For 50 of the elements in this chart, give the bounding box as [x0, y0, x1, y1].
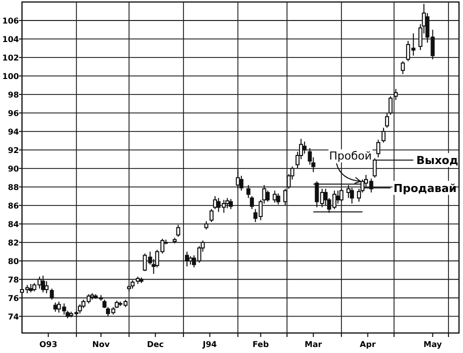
candlestick: [50, 288, 54, 300]
candlestick: [236, 168, 240, 190]
candlestick: [266, 190, 270, 202]
y-tick-label: 84: [8, 220, 20, 229]
y-tick-label: 80: [8, 256, 20, 266]
candlestick: [400, 60, 405, 75]
y-tick-label: 82: [8, 238, 19, 248]
y-tick-label: 74: [8, 312, 20, 322]
candlestick: [210, 208, 214, 223]
candlestick: [382, 127, 386, 144]
candlestick: [339, 188, 344, 202]
annotation: Пробой: [329, 149, 372, 162]
y-tick-label: 102: [2, 53, 19, 62]
x-tick-label: Mar: [304, 340, 322, 349]
candlestick: [336, 190, 340, 204]
y-tick-label: 76: [8, 294, 20, 303]
annotation: Продавай: [394, 182, 457, 195]
y-tick-label: 92: [8, 146, 19, 155]
y-tick-label: 90: [8, 164, 20, 174]
candlestick: [302, 141, 307, 154]
candlestick: [41, 275, 46, 293]
y-tick-label: 104: [2, 34, 20, 44]
candlestick: [376, 139, 380, 158]
candlestick: [283, 188, 288, 206]
y-tick-label: 106: [2, 16, 20, 26]
candlestick: [276, 192, 280, 205]
y-tick-label: 100: [2, 72, 20, 81]
x-tick-label: May: [424, 340, 443, 349]
candlestick: [184, 251, 189, 267]
x-tick-label: Apr: [360, 340, 376, 349]
candlestick: [176, 224, 180, 238]
candlestick: [350, 187, 354, 204]
y-tick-label: 94: [8, 127, 20, 136]
y-tick-label: 98: [8, 90, 20, 100]
x-tick-label: Nov: [92, 340, 110, 349]
candlestick: [78, 304, 82, 314]
candlestick: [44, 280, 49, 294]
x-tick-label: Feb: [252, 340, 270, 349]
y-tick-label: 96: [8, 108, 20, 118]
y-tick-label: 78: [8, 275, 20, 284]
x-tick-label: O93: [39, 340, 58, 349]
x-tick-label: J94: [202, 340, 218, 349]
candlestick: [228, 198, 233, 210]
y-tick-label: 88: [8, 182, 20, 192]
annotation: Выход: [416, 154, 458, 168]
x-tick-label: Dec: [146, 340, 164, 349]
y-tick-label: 86: [8, 201, 20, 210]
candlestick: [213, 196, 218, 210]
candlestick: [272, 190, 277, 204]
candlestick: [394, 88, 398, 101]
